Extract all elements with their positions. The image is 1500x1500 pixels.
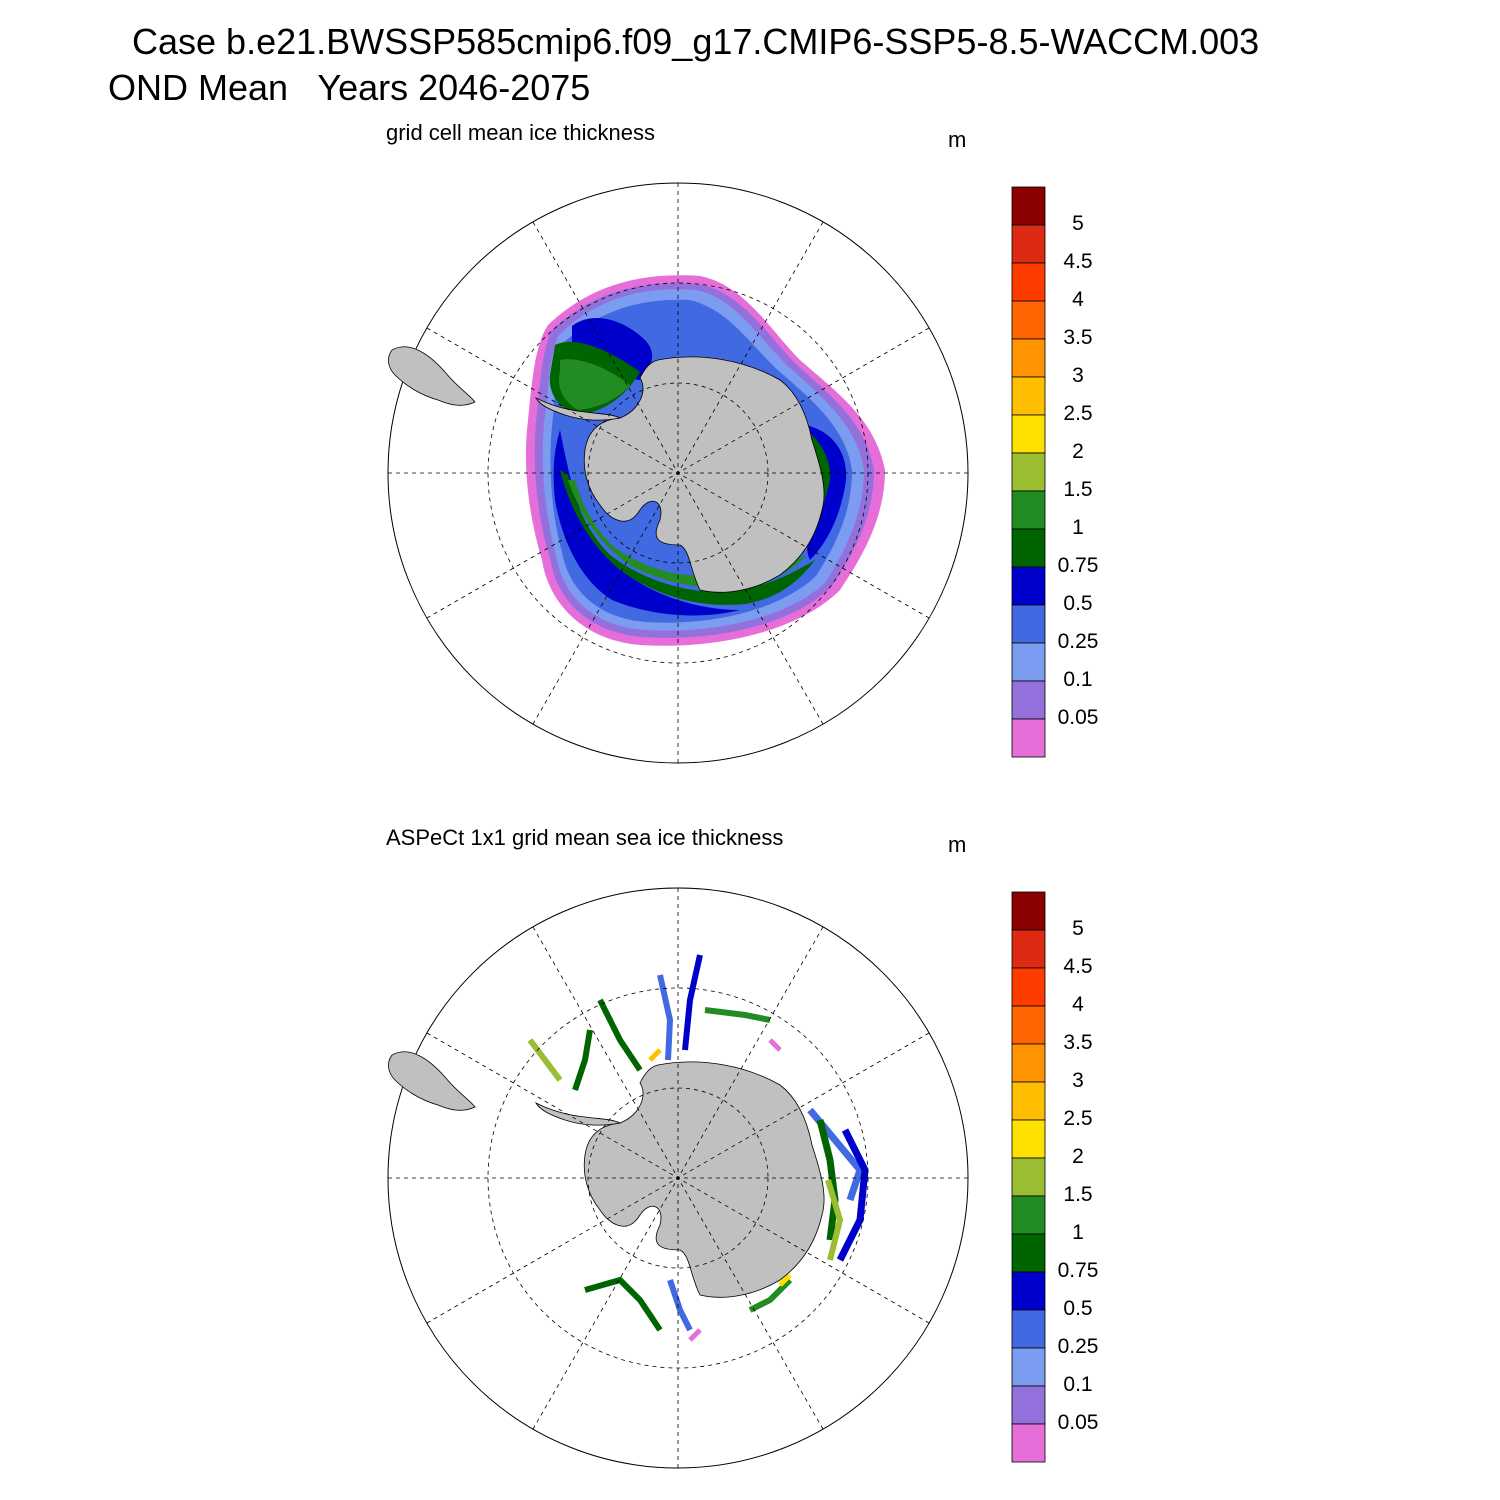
antarctic-peninsula [534,1102,622,1126]
colorbar-swatch [1011,1347,1046,1387]
colorbar-label: 1 [1072,516,1084,539]
colorbar-label: 2 [1072,1145,1084,1168]
aspect-observations [527,954,869,1342]
panel2-unit: m [948,832,967,857]
colorbar-swatch [1011,967,1046,1007]
colorbar-swatch [1011,1423,1046,1463]
colorbar-label: 2.5 [1063,1107,1093,1130]
obs-track [597,998,643,1072]
antarctica-landmass [583,1061,825,1298]
colorbar-label: 4.5 [1063,250,1093,273]
panel2-title: ASPeCt 1x1 grid mean sea ice thickness [386,825,784,850]
colorbar-swatch [1011,566,1046,606]
figure-title-line1: Case b.e21.BWSSP585cmip6.f09_g17.CMIP6-S… [132,21,1260,62]
colorbar-swatch [1011,452,1046,492]
colorbar-label: 0.05 [1057,1411,1099,1434]
colorbar-swatch [1011,642,1046,682]
colorbar-label: 0.25 [1057,1335,1099,1358]
colorbar-label: 0.25 [1057,630,1099,653]
colorbar-swatch [1011,604,1046,644]
colorbar-swatch [1011,1195,1046,1235]
obs-track [527,1038,563,1082]
colorbar-label: 0.75 [1057,554,1099,577]
colorbar-swatch [1011,376,1046,416]
colorbar-swatch [1011,338,1046,378]
panel1-unit: m [948,127,967,152]
colorbar-swatch [1011,490,1046,530]
colorbar-swatch [1011,224,1046,264]
obs-track [584,1276,663,1332]
colorbar-swatch [1011,1271,1046,1311]
colorbar-label: 1.5 [1063,478,1093,501]
obs-track [648,1048,662,1062]
south-america-tip [388,1051,476,1111]
colorbar-swatch [1011,1385,1046,1425]
map-panel-aspect [387,887,969,1469]
colorbar-swatch [1011,1081,1046,1121]
colorbar-panel1 [1011,186,1046,758]
obs-track [778,1273,792,1287]
colorbar-swatch [1011,1157,1046,1197]
antarctic-peninsula [534,397,622,421]
map-panel-model [387,182,969,764]
obs-track [816,1119,839,1241]
panel1-title: grid cell mean ice thickness [386,120,656,145]
colorbar-label: 0.05 [1057,706,1099,729]
colorbar-label: 0.75 [1057,1259,1099,1282]
colorbar-swatch [1011,1233,1046,1273]
obs-track [657,974,674,1061]
obs-track [682,954,703,1051]
colorbar-swatch [1011,718,1046,758]
colorbar-swatch [1011,414,1046,454]
colorbar-swatch [1011,1309,1046,1349]
obs-track [768,1038,782,1052]
colorbar-label: 3.5 [1063,1031,1093,1054]
colorbar-swatch [1011,186,1046,226]
colorbar-swatch [1011,262,1046,302]
colorbar-label: 1 [1072,1221,1084,1244]
south-america-tip [388,346,476,406]
antarctica-landmass [583,356,825,593]
colorbar-swatch [1011,929,1046,969]
colorbar-label: 2.5 [1063,402,1093,425]
graticule [388,183,968,763]
obs-track [688,1328,702,1342]
colorbar-label: 0.1 [1063,668,1093,691]
colorbar-swatch [1011,528,1046,568]
colorbar-label: 5 [1072,212,1084,235]
colorbar-label: 2 [1072,440,1084,463]
graticule [388,888,968,1468]
obs-track [572,1029,593,1091]
colorbar-label: 1.5 [1063,1183,1093,1206]
colorbar-swatch [1011,300,1046,340]
obs-track [825,1179,844,1261]
colorbar-swatch [1011,1005,1046,1045]
colorbar-label: 4.5 [1063,955,1093,978]
colorbar-swatch [1011,1043,1046,1083]
colorbar-swatch [1011,680,1046,720]
colorbar-label: 4 [1072,993,1084,1016]
colorbar-panel2 [1011,891,1046,1463]
obs-track [748,1277,793,1313]
obs-track [704,1007,771,1023]
obs-track [667,1279,693,1332]
colorbar-swatch [1011,891,1046,931]
colorbar-label: 3 [1072,1069,1084,1092]
figure-title-line2: OND Mean Years 2046-2075 [108,67,591,108]
colorbar-label: 5 [1072,917,1084,940]
colorbar-label: 0.5 [1063,592,1093,615]
colorbar-label: 0.5 [1063,1297,1093,1320]
colorbar-label: 3 [1072,364,1084,387]
colorbar-swatch [1011,1119,1046,1159]
colorbar-label: 0.1 [1063,1373,1093,1396]
colorbar-label: 4 [1072,288,1084,311]
colorbar-label: 3.5 [1063,326,1093,349]
obs-track [836,1128,869,1262]
